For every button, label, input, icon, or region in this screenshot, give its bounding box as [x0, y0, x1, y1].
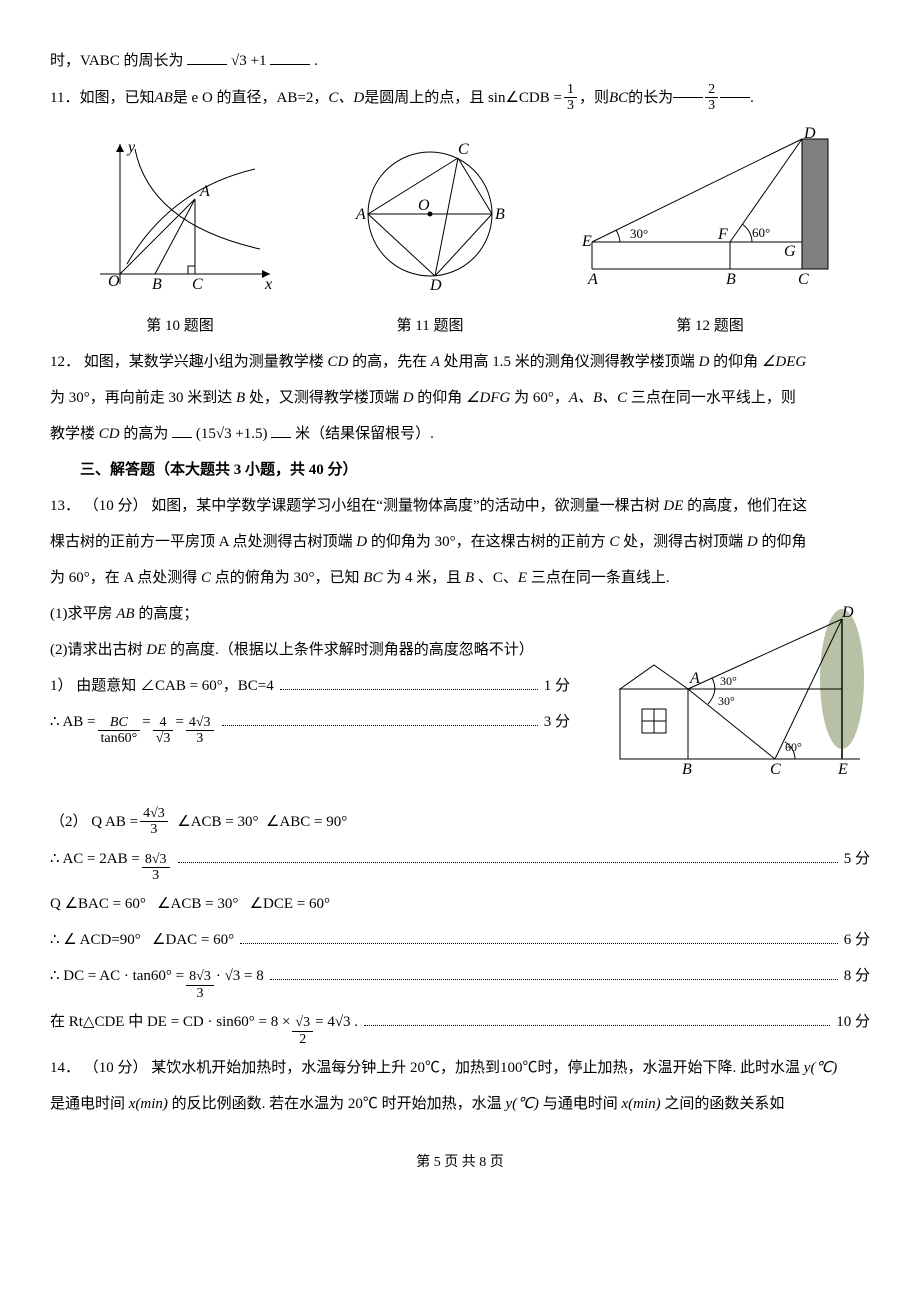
- svg-text:A: A: [689, 670, 700, 687]
- svg-text:O: O: [108, 273, 120, 290]
- svg-text:30°: 30°: [720, 674, 737, 688]
- svg-text:30°: 30°: [718, 694, 735, 708]
- sol-sQ: Q ∠BAC = 60° ∠ACB = 30° ∠DCE = 60°: [50, 889, 870, 919]
- q12-l3: 教学楼 CD 的高为 (15√3 +1.5) 米（结果保留根号）.: [50, 419, 870, 449]
- q14-l1: 14． （10 分） 某饮水机开始加热时，水温每分钟上升 20℃，加热到100℃…: [50, 1053, 870, 1083]
- svg-text:F: F: [717, 226, 728, 243]
- svg-text:x: x: [264, 276, 272, 293]
- sol-s6: ∴ ∠ ACD=90° ∠DAC = 60° 6 分: [50, 925, 870, 955]
- svg-text:B: B: [495, 206, 505, 223]
- fig13: A 30° 30° 60° D B C E: [590, 599, 870, 790]
- q13-number: 13．: [50, 498, 80, 514]
- q10-answer: √3 +1: [231, 53, 266, 69]
- fig12-cap: 第 12 题图: [580, 311, 840, 341]
- fig11: A B C D O 第 11 题图: [340, 134, 520, 341]
- svg-text:A: A: [587, 271, 598, 288]
- q10-suffix: .: [314, 53, 318, 69]
- sol-s3: ∴ AB = BC tan60° = 4√3 = 4√33 3 分: [50, 707, 570, 747]
- svg-text:B: B: [682, 761, 692, 778]
- svg-text:D: D: [803, 125, 816, 142]
- fig10: A O B C x y 第 10 题图: [80, 134, 280, 341]
- svg-text:A: A: [199, 183, 210, 200]
- svg-text:E: E: [581, 233, 592, 250]
- section3-title: 三、解答题（本大题共 3 小题，共 40 分）: [50, 455, 870, 485]
- q14-l2: 是通电时间 x(min) 的反比例函数. 若在水温为 20℃ 时开始加热，水温 …: [50, 1089, 870, 1119]
- q11: 11． 如图，已知 AB 是 e O 的直径，AB=2， C、D 是圆周上的点，…: [50, 82, 870, 114]
- sol-s2h: （2） Q AB = 4√33 ∠ACB = 30° ∠ABC = 90°: [50, 806, 870, 838]
- fig12: 30° 60° E F D G A B C 第 12 题图: [580, 124, 840, 341]
- q12-answer: (15√3 +1.5): [196, 426, 268, 442]
- q13-l3: 为 60°，在 A 点处测得 C 点的俯角为 30°，已知 BC 为 4 米，且…: [50, 563, 870, 593]
- q10-tail: 时，VABC 的周长为 √3 +1 .: [50, 46, 870, 76]
- svg-text:y: y: [126, 139, 136, 156]
- q14-number: 14．: [50, 1060, 80, 1076]
- svg-text:A: A: [355, 206, 366, 223]
- q10-prefix: 时，VABC 的周长为: [50, 53, 184, 69]
- q13-l1: 13． （10 分） 如图，某中学数学课题学习小组在“测量物体高度”的活动中，欲…: [50, 491, 870, 521]
- svg-text:C: C: [458, 141, 469, 158]
- svg-text:E: E: [837, 761, 848, 778]
- svg-text:O: O: [418, 197, 430, 214]
- q11-frac: 13: [564, 82, 577, 114]
- q12-l1: 12． 如图，某数学兴趣小组为测量教学楼 CD 的高，先在 A 处用高 1.5 …: [50, 347, 870, 377]
- q12-l2: 为 30°，再向前走 30 米到达 B 处，又测得教学楼顶端 D 的仰角 ∠DF…: [50, 383, 870, 413]
- sol-s10: 在 Rt△CDE 中 DE = CD · sin60° = 8 × √32 = …: [50, 1007, 870, 1047]
- svg-text:D: D: [429, 277, 442, 294]
- fig11-cap: 第 11 题图: [340, 311, 520, 341]
- q12-number: 12．: [50, 354, 80, 370]
- q11-ans: 23: [705, 82, 718, 114]
- svg-text:B: B: [152, 276, 162, 293]
- page-footer: 第 5 页 共 8 页: [50, 1149, 870, 1177]
- figure-row: A O B C x y 第 10 题图 A B C D O 第 11 题图: [50, 124, 870, 341]
- svg-text:C: C: [770, 761, 781, 778]
- svg-text:C: C: [192, 276, 203, 293]
- q11-number: 11．: [50, 83, 79, 113]
- sol-s1: 1） 由题意知 ∠CAB = 60°，BC=4 1 分: [50, 671, 570, 701]
- svg-text:B: B: [726, 271, 736, 288]
- sol-s8: ∴ DC = AC · tan60° = 8√33 · √3 = 8 8 分: [50, 961, 870, 1001]
- q13-l2: 棵古树的正前方一平房顶 A 点处测得古树顶端 D 的仰角为 30°，在这棵古树的…: [50, 527, 870, 557]
- svg-text:G: G: [784, 243, 796, 260]
- svg-text:60°: 60°: [752, 225, 770, 240]
- svg-text:C: C: [798, 271, 809, 288]
- svg-text:30°: 30°: [630, 226, 648, 241]
- sol-s5: ∴ AC = 2AB = 8√33 5 分: [50, 844, 870, 884]
- svg-text:D: D: [841, 604, 854, 621]
- fig10-cap: 第 10 题图: [80, 311, 280, 341]
- svg-text:60°: 60°: [785, 740, 802, 754]
